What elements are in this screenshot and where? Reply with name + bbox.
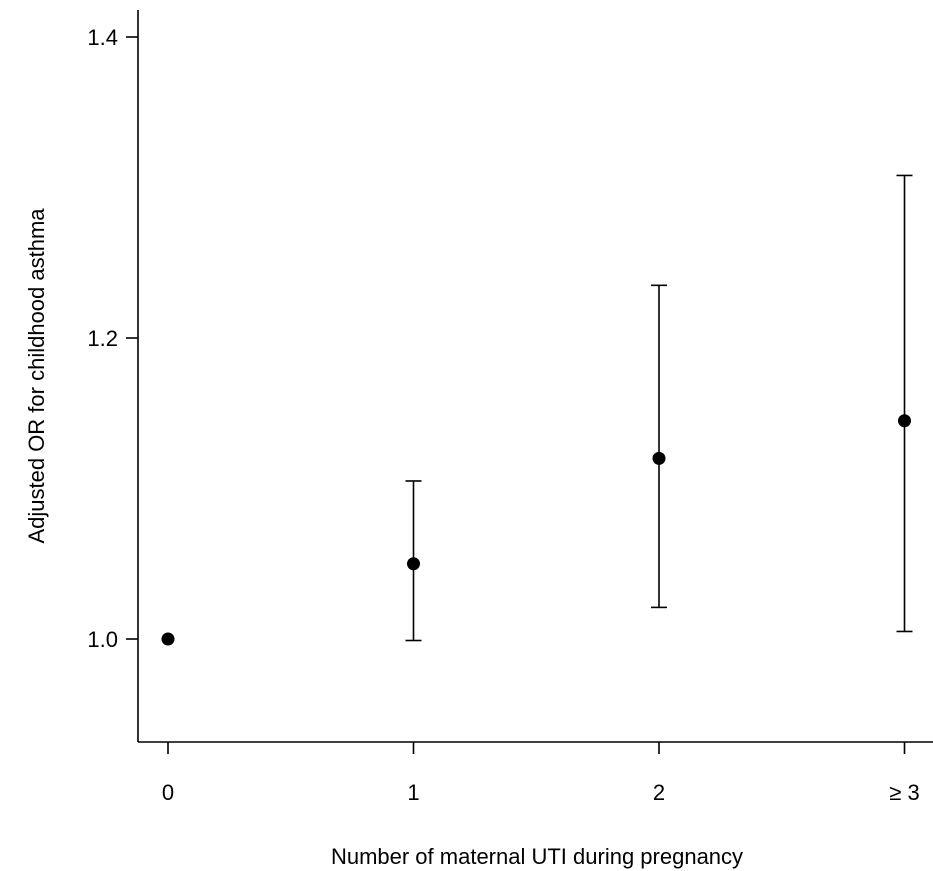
y-axis-title: Adjusted OR for childhood asthma (24, 208, 49, 544)
x-tick-label: 0 (162, 780, 174, 805)
data-point (407, 557, 420, 571)
data-point (161, 632, 175, 646)
y-ticks: 1.0 1.2 1.4 (87, 25, 138, 652)
data-point (652, 451, 666, 465)
x-ticks: 0 1 2 ≥ 3 (162, 742, 920, 805)
y-tick-label: 1.4 (87, 25, 118, 50)
x-tick-label: 2 (653, 780, 665, 805)
y-tick-label: 1.0 (87, 627, 118, 652)
x-axis: 0 1 2 ≥ 3 (138, 741, 933, 805)
y-axis: 1.0 1.2 1.4 (87, 10, 139, 742)
data-marks (161, 174, 913, 646)
x-tick-label: ≥ 3 (889, 780, 919, 805)
x-axis-title: Number of maternal UTI during pregnancy (331, 844, 743, 869)
x-tick-label: 1 (407, 780, 419, 805)
y-tick-label: 1.2 (87, 326, 118, 351)
data-point (898, 414, 911, 428)
